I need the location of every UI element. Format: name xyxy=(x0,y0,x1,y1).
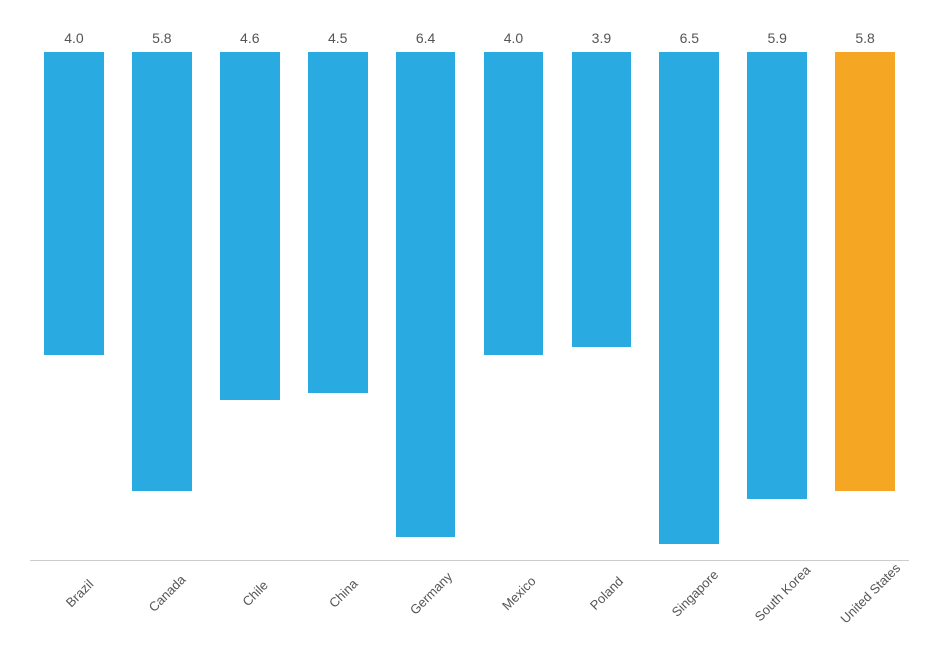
bar-group: 6.5 xyxy=(645,30,733,560)
bar-value-label: 6.4 xyxy=(416,30,435,46)
bar-value-label: 4.6 xyxy=(240,30,259,46)
bar-value-label: 5.8 xyxy=(855,30,874,46)
x-axis-label: Brazil xyxy=(62,577,96,611)
x-label-cell: Mexico xyxy=(470,560,558,603)
bar-group: 5.8 xyxy=(118,30,206,560)
bar-group: 3.9 xyxy=(557,30,645,560)
bar-chart: 4.05.84.64.56.44.03.96.55.95.8 BrazilCan… xyxy=(0,0,939,654)
bar-group: 4.6 xyxy=(206,30,294,560)
bar-value-label: 6.5 xyxy=(680,30,699,46)
bar-group: 4.5 xyxy=(294,30,382,560)
bar-value-label: 3.9 xyxy=(592,30,611,46)
bar-value-label: 4.0 xyxy=(64,30,83,46)
x-label-cell: Germany xyxy=(382,560,470,603)
bar-rect xyxy=(747,52,807,499)
bar-rect xyxy=(220,52,280,400)
bar-rect xyxy=(572,52,632,347)
x-label-cell: South Korea xyxy=(733,560,821,603)
bar-group: 4.0 xyxy=(30,30,118,560)
x-label-cell: China xyxy=(294,560,382,603)
x-label-cell: Singapore xyxy=(645,560,733,603)
bar-rect xyxy=(308,52,368,393)
x-axis-label: South Korea xyxy=(752,562,814,624)
x-axis-label: Mexico xyxy=(499,573,539,613)
x-axis-labels: BrazilCanadaChileChinaGermanyMexicoPolan… xyxy=(30,560,909,603)
x-label-cell: Poland xyxy=(557,560,645,603)
bar-group: 5.8 xyxy=(821,30,909,560)
bar-value-label: 4.0 xyxy=(504,30,523,46)
bar-rect xyxy=(132,52,192,491)
bar-rect xyxy=(44,52,104,355)
x-axis-label: Canada xyxy=(146,572,189,615)
bar-group: 5.9 xyxy=(733,30,821,560)
bar-rect xyxy=(484,52,544,355)
x-label-cell: Canada xyxy=(118,560,206,603)
bar-rect xyxy=(659,52,719,544)
bar-rect xyxy=(396,52,456,537)
bar-rect xyxy=(835,52,895,491)
bar-group: 4.0 xyxy=(470,30,558,560)
x-label-cell: Chile xyxy=(206,560,294,603)
x-axis-label: Germany xyxy=(407,569,455,617)
plot-area: 4.0 5.8 4.6 4.5 6.4 4.0 3.9 6.5 5.9 5.8 xyxy=(30,30,909,561)
bar-value-label: 4.5 xyxy=(328,30,347,46)
x-axis-label: Singapore xyxy=(668,567,721,620)
bars-container: 4.0 5.8 4.6 4.5 6.4 4.0 3.9 6.5 5.9 5.8 xyxy=(30,30,909,560)
x-label-cell: United States xyxy=(821,560,909,603)
bar-value-label: 5.9 xyxy=(767,30,786,46)
x-axis-label: Chile xyxy=(239,578,271,610)
x-axis-label: United States xyxy=(838,560,904,626)
bar-value-label: 5.8 xyxy=(152,30,171,46)
x-axis-label: Poland xyxy=(587,574,626,613)
x-label-cell: Brazil xyxy=(30,560,118,603)
x-axis-label: China xyxy=(326,576,361,611)
bar-group: 6.4 xyxy=(382,30,470,560)
